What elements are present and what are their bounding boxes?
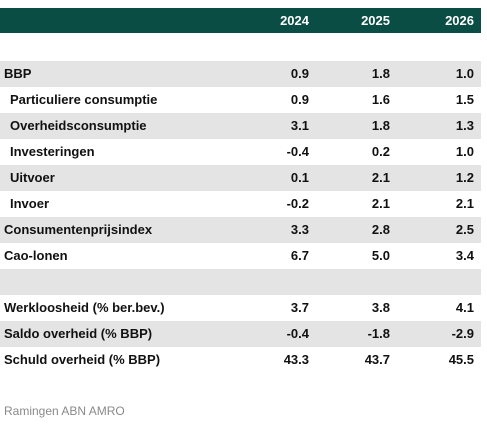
row-value-2024: 3.1 xyxy=(290,118,309,133)
table-row: Particuliere consumptie 0.9 1.6 1.5 xyxy=(0,87,481,113)
row-value-2026: 4.1 xyxy=(455,300,474,315)
row-value-2024: 0.9 xyxy=(290,66,309,81)
row-label: Werkloosheid (% ber.bev.) xyxy=(4,300,165,315)
column-header-2026: 2026 xyxy=(445,13,474,28)
row-label: Consumentenprijsindex xyxy=(4,222,153,237)
row-value-2025 xyxy=(329,269,390,295)
row-value-2025: 1.8 xyxy=(371,118,390,133)
row-value-2025: 1.8 xyxy=(371,66,390,81)
row-value-2026: 45.5 xyxy=(448,352,474,367)
row-value-2026: 2.1 xyxy=(455,196,474,211)
table-row: BBP 0.9 1.8 1.0 xyxy=(0,61,481,87)
table-row: Overheidsconsumptie 3.1 1.8 1.3 xyxy=(0,113,481,139)
row-value-2025: 2.1 xyxy=(371,170,390,185)
row-label: Schuld overheid (% BBP) xyxy=(4,352,161,367)
table-row: Invoer -0.2 2.1 2.1 xyxy=(0,191,481,217)
row-value-2024: -0.4 xyxy=(286,326,309,341)
column-header-2025: 2025 xyxy=(361,13,390,28)
row-value-2025: -1.8 xyxy=(367,326,390,341)
row-label: Investeringen xyxy=(10,144,95,159)
row-value-2024 xyxy=(248,35,309,61)
row-label: Uitvoer xyxy=(10,170,55,185)
table-row: Investeringen -0.4 0.2 1.0 xyxy=(0,139,481,165)
row-value-2024: 0.9 xyxy=(290,92,309,107)
table-row: Uitvoer 0.1 2.1 1.2 xyxy=(0,165,481,191)
table-row xyxy=(0,269,481,295)
row-value-2024: 6.7 xyxy=(290,248,309,263)
row-value-2026 xyxy=(413,269,474,295)
row-label: Particuliere consumptie xyxy=(10,92,158,107)
table-header: 2024 2025 2026 xyxy=(0,8,481,33)
row-value-2024: -0.2 xyxy=(286,196,309,211)
table-row: Schuld overheid (% BBP) 43.3 43.7 45.5 xyxy=(0,347,481,373)
row-value-2025 xyxy=(329,35,390,61)
row-value-2025: 0.2 xyxy=(371,144,390,159)
row-value-2026: 2.5 xyxy=(455,222,474,237)
row-label: Overheidsconsumptie xyxy=(10,118,147,133)
table-row: Cao-lonen 6.7 5.0 3.4 xyxy=(0,243,481,269)
row-value-2026: 1.2 xyxy=(455,170,474,185)
row-value-2026: -2.9 xyxy=(451,326,474,341)
row-value-2026: 1.5 xyxy=(455,92,474,107)
row-value-2024: 43.3 xyxy=(283,352,309,367)
row-label: Saldo overheid (% BBP) xyxy=(4,326,153,341)
row-label: BBP xyxy=(4,66,32,81)
row-value-2025: 2.1 xyxy=(371,196,390,211)
row-value-2026: 1.0 xyxy=(455,144,474,159)
row-value-2024: 3.3 xyxy=(290,222,309,237)
row-value-2026: 1.0 xyxy=(455,66,474,81)
row-value-2025: 3.8 xyxy=(371,300,390,315)
row-value-2024 xyxy=(248,269,309,295)
row-label: Invoer xyxy=(10,196,50,211)
row-value-2026 xyxy=(413,35,474,61)
row-value-2026: 1.3 xyxy=(455,118,474,133)
source-note: Ramingen ABN AMRO xyxy=(4,404,125,418)
row-value-2025: 5.0 xyxy=(371,248,390,263)
row-value-2025: 43.7 xyxy=(364,352,390,367)
table-row: Werkloosheid (% ber.bev.) 3.7 3.8 4.1 xyxy=(0,295,481,321)
table-row xyxy=(0,35,481,61)
row-value-2025: 1.6 xyxy=(371,92,390,107)
table-row: Saldo overheid (% BBP) -0.4 -1.8 -2.9 xyxy=(0,321,481,347)
row-label: Cao-lonen xyxy=(4,248,68,263)
table-row: Consumentenprijsindex 3.3 2.8 2.5 xyxy=(0,217,481,243)
row-value-2024: 3.7 xyxy=(290,300,309,315)
row-value-2024: 0.1 xyxy=(290,170,309,185)
row-value-2024: -0.4 xyxy=(286,144,309,159)
column-header-2024: 2024 xyxy=(280,13,309,28)
row-value-2026: 3.4 xyxy=(455,248,474,263)
row-value-2025: 2.8 xyxy=(371,222,390,237)
